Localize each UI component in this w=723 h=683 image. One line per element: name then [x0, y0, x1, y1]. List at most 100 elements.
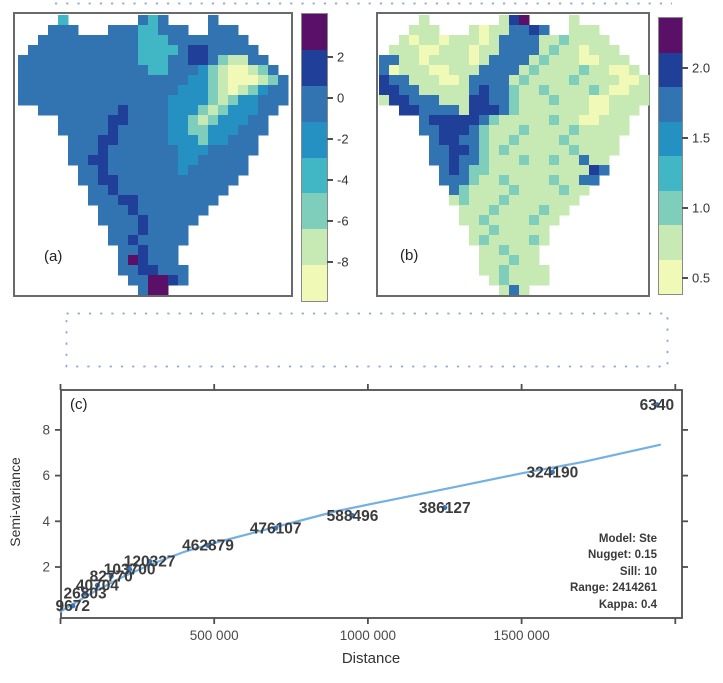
- map-cell: [409, 95, 420, 106]
- map-cell: [238, 135, 249, 146]
- map-cell: [449, 125, 460, 136]
- colorbar-segment-purple: [659, 18, 682, 53]
- map-cell: [569, 185, 580, 196]
- map-cell: [499, 255, 510, 266]
- map-cell: [459, 95, 470, 106]
- map-cell: [128, 185, 139, 196]
- map-cell: [479, 35, 490, 46]
- map-cell: [178, 115, 189, 126]
- map-cell: [108, 135, 119, 146]
- map-cell: [479, 95, 490, 106]
- map-cell: [128, 235, 139, 246]
- map-cell: [138, 15, 149, 26]
- map-cell: [499, 25, 510, 36]
- map-cell: [549, 75, 560, 86]
- map-cell: [569, 145, 580, 156]
- map-cell: [489, 245, 500, 256]
- map-cell: [459, 55, 470, 66]
- map-cell: [509, 45, 520, 56]
- map-cell: [529, 45, 540, 56]
- map-cell: [148, 125, 159, 136]
- map-cell: [559, 125, 570, 136]
- map-cell: [148, 25, 159, 36]
- map-cell: [459, 145, 470, 156]
- map-cell: [459, 45, 470, 56]
- map-cell: [108, 205, 119, 216]
- map-cell: [188, 105, 199, 116]
- map-cell: [198, 165, 209, 176]
- map-cell: [88, 175, 99, 186]
- map-cell: [178, 205, 189, 216]
- map-cell: [539, 205, 550, 216]
- map-cell: [509, 235, 520, 246]
- map-cell: [389, 85, 400, 96]
- map-cell: [118, 175, 129, 186]
- map-cell: [539, 155, 550, 166]
- map-cell: [579, 175, 590, 186]
- map-cell: [529, 145, 540, 156]
- map-cell: [559, 135, 570, 146]
- map-cell: [449, 145, 460, 156]
- colorbar-tick-label: 0: [337, 90, 345, 106]
- map-cell: [188, 215, 199, 226]
- map-cell: [469, 55, 480, 66]
- map-cell: [469, 235, 480, 246]
- map-cell: [599, 145, 610, 156]
- map-cell: [88, 195, 99, 206]
- map-cell: [58, 85, 69, 96]
- variogram-point: [147, 558, 153, 564]
- map-cell: [208, 165, 219, 176]
- y-tick-label: 2: [42, 560, 50, 575]
- map-cell: [58, 125, 69, 136]
- colorbar-segment-teal: [302, 193, 327, 230]
- map-cell: [579, 185, 590, 196]
- map-cell: [248, 135, 259, 146]
- map-cell: [509, 75, 520, 86]
- colorbar-segment-navy: [659, 52, 682, 87]
- map-cell: [499, 85, 510, 96]
- map-cell: [489, 105, 500, 116]
- map-cell: [158, 115, 169, 126]
- variogram-point: [127, 566, 133, 572]
- map-cell: [479, 195, 490, 206]
- map-cell: [168, 55, 179, 66]
- map-cell: [539, 195, 550, 206]
- map-cell: [58, 95, 69, 106]
- map-cell: [228, 105, 239, 116]
- map-cell: [389, 55, 400, 66]
- map-cell: [519, 135, 530, 146]
- colorbar-segment-navy: [302, 49, 327, 86]
- map-cell: [439, 145, 450, 156]
- map-cell: [509, 275, 520, 286]
- map-cell: [118, 65, 129, 76]
- map-cell: [539, 25, 550, 36]
- map-cell: [218, 135, 229, 146]
- map-cell: [529, 85, 540, 96]
- map-cell: [198, 135, 209, 146]
- map-cell: [158, 145, 169, 156]
- map-cell: [138, 85, 149, 96]
- map-cell: [409, 75, 420, 86]
- map-cell: [609, 55, 620, 66]
- map-cell: [499, 15, 510, 26]
- map-cell: [549, 185, 560, 196]
- map-cell: [479, 225, 490, 236]
- map-cell: [579, 35, 590, 46]
- map-cell: [509, 215, 520, 226]
- map-cell: [168, 25, 179, 36]
- map-cell: [118, 215, 129, 226]
- map-cell: [589, 145, 600, 156]
- map-cell: [599, 125, 610, 136]
- map-cell: [88, 115, 99, 126]
- map-cell: [469, 95, 480, 106]
- map-cell: [439, 155, 450, 166]
- map-cell: [98, 185, 109, 196]
- map-cell: [88, 155, 99, 166]
- map-cell: [218, 185, 229, 196]
- map-cell: [619, 95, 630, 106]
- map-cell: [529, 195, 540, 206]
- map-cell: [188, 145, 199, 156]
- map-cell: [218, 65, 229, 76]
- map-cell: [238, 115, 249, 126]
- map-cell: [148, 185, 159, 196]
